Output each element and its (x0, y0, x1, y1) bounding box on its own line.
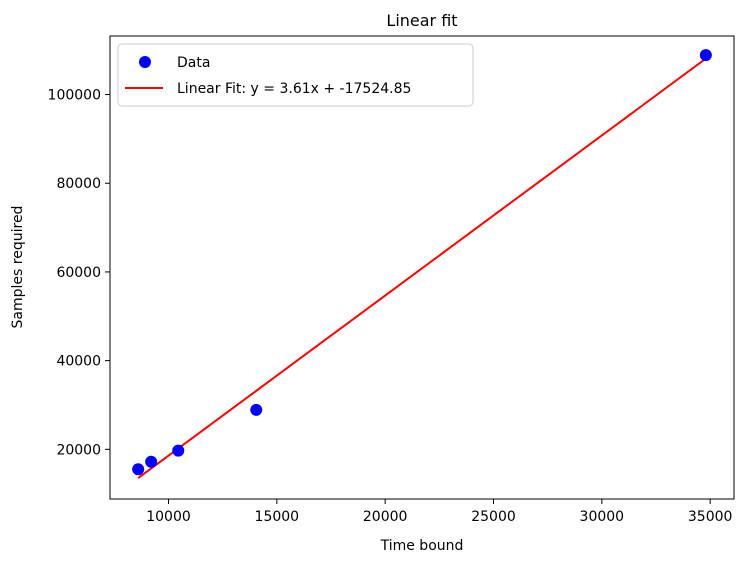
y-tick-label: 80000 (56, 176, 101, 192)
x-axis-label: Time bound (380, 538, 464, 554)
x-tick-label: 30000 (580, 509, 625, 525)
legend-data-label: Data (177, 55, 210, 71)
data-points-layer (132, 49, 712, 476)
data-point (172, 444, 185, 457)
data-point (699, 49, 712, 62)
data-point (132, 463, 145, 476)
x-axis-ticks: 10000 15000 20000 25000 30000 35000 (146, 499, 732, 525)
data-point (250, 403, 263, 416)
x-tick-label: 25000 (471, 509, 516, 525)
y-axis-ticks: 20000 40000 60000 80000 100000 (48, 88, 110, 458)
y-axis-label: Samples required (10, 206, 26, 329)
legend-fit-label: Linear Fit: y = 3.61x + -17524.85 (177, 81, 411, 97)
y-tick-label: 60000 (56, 265, 101, 281)
y-tick-label: 20000 (56, 442, 101, 458)
y-tick-label: 40000 (56, 354, 101, 370)
plot-area (109, 35, 735, 500)
data-point (145, 455, 158, 468)
chart-title: Linear fit (386, 11, 457, 30)
legend-box (117, 43, 474, 107)
x-tick-label: 20000 (363, 509, 408, 525)
fit-line (137, 57, 707, 479)
legend: Data Linear Fit: y = 3.61x + -17524.85 (117, 43, 474, 107)
y-tick-label: 100000 (48, 88, 101, 104)
x-tick-label: 35000 (688, 509, 733, 525)
fit-line-layer (137, 57, 707, 479)
x-tick-label: 15000 (255, 509, 300, 525)
x-tick-label: 10000 (146, 509, 191, 525)
legend-data-marker (139, 56, 151, 68)
